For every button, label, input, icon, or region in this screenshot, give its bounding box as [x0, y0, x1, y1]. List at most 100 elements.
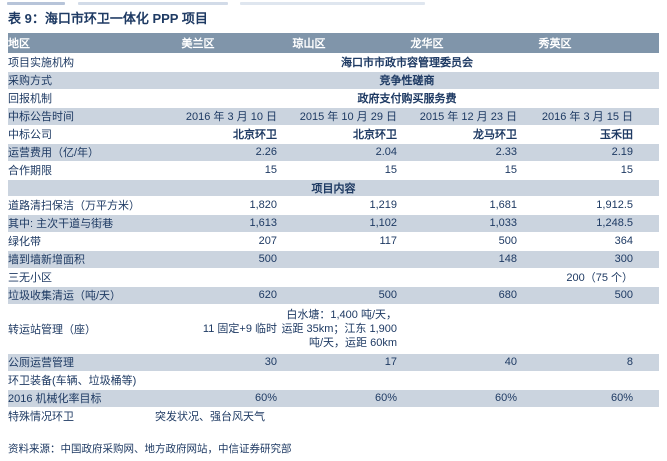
merged-value: 海口市市政市容管理委员会	[341, 57, 473, 69]
data-cell: 2.26	[155, 143, 277, 161]
section-header: 项目内容	[8, 179, 659, 196]
data-cell: 2.33	[397, 143, 517, 161]
data-cell: 200（75 个）	[566, 272, 633, 284]
data-cell: 1,820	[249, 199, 277, 211]
row-label: 特殊情况环卫	[8, 411, 74, 423]
data-cell: 2016 年 3 月 10 日	[155, 107, 277, 125]
data-cell: 1,219	[369, 199, 397, 211]
row-label: 环卫装备(车辆、垃圾桶等)	[8, 375, 137, 387]
table-row: 运营费用（亿/年） 2.26 2.04 2.33 2.19	[8, 143, 659, 161]
data-cell: 15	[620, 164, 633, 176]
data-cell: 17	[277, 353, 397, 371]
table-row: 垃圾收集清运（吨/天） 620 500 680 500	[8, 286, 659, 304]
table-row: 合作期限 15 15 15 15	[8, 161, 659, 179]
row-label: 2016 机械化率目标	[8, 389, 155, 407]
row-label: 公厕运营管理	[8, 353, 155, 371]
data-cell: 1,102	[277, 214, 397, 232]
data-cell: 北京环卫	[233, 129, 277, 141]
table-row: 三无小区 200（75 个）	[8, 268, 659, 286]
row-label: 合作期限	[8, 165, 52, 177]
data-cell: 500	[155, 250, 277, 268]
table-row: 回报机制 政府支付购买服务费	[8, 89, 659, 107]
merged-value: 政府支付购买服务费	[357, 93, 457, 105]
data-cell: 1,248.5	[517, 214, 659, 232]
row-label: 绿化带	[8, 236, 41, 248]
table-row: 绿化带 207 117 500 364	[8, 232, 659, 250]
data-cell: 500	[498, 235, 517, 247]
row-label: 道路清扫保洁（万平方米）	[8, 200, 140, 212]
header-column-1: 美兰区	[155, 33, 277, 53]
data-cell: 60%	[517, 389, 659, 407]
table-row: 中标公司 北京环卫 北京环卫 龙马环卫 玉禾田	[8, 125, 659, 143]
row-label: 中标公告时间	[8, 107, 155, 125]
data-cell: 龙马环卫	[473, 129, 517, 141]
data-cell: 11 固定+9 临时	[202, 322, 277, 335]
table-row: 道路清扫保洁（万平方米） 1,820 1,219 1,681 1,912.5	[8, 196, 659, 214]
data-cell: 1,681	[489, 199, 517, 211]
table-row: 转运站管理（座） 11 固定+9 临时 白水塘：1,400 吨/天，运距 35km；…	[8, 304, 659, 353]
row-label: 采购方式	[8, 71, 155, 89]
data-cell	[277, 371, 397, 389]
data-cell: 207	[258, 235, 277, 247]
data-cell: 玉禾田	[600, 129, 633, 141]
table-title: 表 9：海口市环卫一体化 PPP 项目	[8, 11, 208, 26]
row-label: 运营费用（亿/年）	[8, 143, 155, 161]
data-cell: 8	[517, 353, 659, 371]
row-label: 回报机制	[8, 93, 52, 105]
row-label: 中标公司	[8, 129, 52, 141]
table-body: 地区 美兰区 琼山区 龙华区 秀英区 项目实施机构 海口市市政市容管理委员会 采购方式 竞争性磋…	[8, 33, 659, 425]
data-cell	[397, 304, 517, 353]
data-cell: 680	[397, 286, 517, 304]
table-row: 项目内容	[8, 179, 659, 196]
data-cell: 500	[277, 286, 397, 304]
cropped-text-artifact	[240, 2, 425, 5]
table-row: 墙到墙新增面积 500 148 300	[8, 250, 659, 268]
data-cell: 30	[155, 353, 277, 371]
merged-value: 突发状况、强台风天气	[155, 411, 265, 423]
data-cell: 2015 年 10 月 29 日	[277, 107, 397, 125]
data-cell: 60%	[155, 389, 277, 407]
data-cell: 15	[504, 164, 517, 176]
table-row: 2016 机械化率目标 60% 60% 60% 60%	[8, 389, 659, 407]
row-label: 项目实施机构	[8, 57, 74, 69]
row-label: 转运站管理（座）	[8, 323, 96, 336]
data-cell: 500	[517, 286, 659, 304]
data-cell: 15	[384, 164, 397, 176]
data-cell	[155, 268, 277, 286]
cropped-text-artifact	[7, 2, 65, 5]
table-row: 中标公告时间 2016 年 3 月 10 日 2015 年 10 月 29 日 201…	[8, 107, 659, 125]
data-cell: 2016 年 3 月 15 日	[517, 107, 659, 125]
data-cell	[155, 371, 277, 389]
table-row: 公厕运营管理 30 17 40 8	[8, 353, 659, 371]
table-row: 其中: 主次干道与街巷 1,613 1,102 1,033 1,248.5	[8, 214, 659, 232]
header-column-4: 秀英区	[517, 33, 659, 53]
data-cell: 300	[517, 250, 659, 268]
data-cell: 60%	[277, 389, 397, 407]
data-cell	[517, 371, 659, 389]
row-label: 墙到墙新增面积	[8, 250, 155, 268]
data-cell: 1,912.5	[596, 199, 633, 211]
merged-value: 竞争性磋商	[155, 71, 659, 89]
data-cell: 15	[264, 164, 277, 176]
data-cell	[277, 268, 397, 286]
ppp-project-table: 地区 美兰区 琼山区 龙华区 秀英区 项目实施机构 海口市市政市容管理委员会 采购方式 竞争性磋…	[8, 33, 659, 426]
data-cell: 2015 年 12 月 23 日	[397, 107, 517, 125]
data-cell: 364	[614, 235, 633, 247]
data-cell: 117	[379, 235, 397, 247]
source-note: 资料来源：中国政府采购网、地方政府网站，中信证券研究部	[8, 443, 292, 455]
table-row: 项目实施机构 海口市市政市容管理委员会	[8, 53, 659, 71]
data-cell: 148	[397, 250, 517, 268]
data-cell: 1,613	[155, 214, 277, 232]
data-cell: 2.19	[517, 143, 659, 161]
data-cell: 620	[155, 286, 277, 304]
table-row: 特殊情况环卫 突发状况、强台风天气	[8, 407, 659, 425]
table-row: 环卫装备(车辆、垃圾桶等)	[8, 371, 659, 389]
data-cell: 白水塘：1,400 吨/天，运距 35km；江东 1,900 吨/天，运距 60…	[281, 308, 397, 349]
row-label: 垃圾收集清运（吨/天）	[8, 286, 155, 304]
data-cell	[397, 268, 517, 286]
row-label: 三无小区	[8, 272, 52, 284]
data-cell: 40	[397, 353, 517, 371]
data-cell	[397, 371, 517, 389]
data-cell: 2.04	[277, 143, 397, 161]
